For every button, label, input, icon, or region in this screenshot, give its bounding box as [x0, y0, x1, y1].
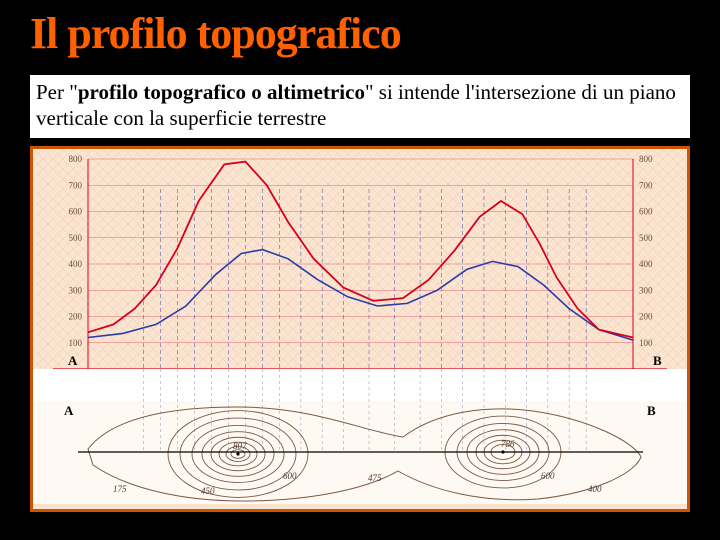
svg-text:175: 175 — [113, 484, 127, 494]
svg-text:786: 786 — [501, 439, 515, 449]
svg-text:200: 200 — [639, 311, 653, 321]
svg-text:450: 450 — [201, 486, 215, 496]
figure-frame: 100 100 200 200 300 300 400 400 500 500 600 600 700 7… — [30, 146, 690, 512]
svg-text:300: 300 — [69, 285, 83, 295]
svg-text:700: 700 — [69, 180, 83, 190]
svg-text:B: B — [647, 403, 656, 418]
svg-text:500: 500 — [639, 232, 653, 242]
svg-text:100: 100 — [69, 337, 83, 347]
svg-text:400: 400 — [69, 259, 83, 269]
svg-text:400: 400 — [639, 259, 653, 269]
svg-text:800: 800 — [639, 154, 653, 164]
svg-text:700: 700 — [639, 180, 653, 190]
svg-text:A: A — [68, 353, 78, 368]
para-pre: Per " — [36, 80, 78, 104]
svg-text:600: 600 — [69, 206, 83, 216]
svg-text:600: 600 — [639, 206, 653, 216]
svg-text:100: 100 — [639, 337, 653, 347]
svg-text:200: 200 — [69, 311, 83, 321]
svg-text:400: 400 — [588, 484, 602, 494]
svg-text:800: 800 — [69, 154, 83, 164]
para-bold-term: profilo topografico o altimetrico — [78, 80, 365, 104]
topographic-profile-figure: 100 100 200 200 300 300 400 400 500 500 600 600 700 7… — [33, 149, 687, 509]
svg-text:500: 500 — [69, 232, 83, 242]
svg-text:300: 300 — [639, 285, 653, 295]
svg-text:B: B — [653, 353, 662, 368]
svg-text:475: 475 — [368, 473, 382, 483]
svg-text:600: 600 — [541, 471, 555, 481]
svg-text:807: 807 — [233, 441, 247, 451]
definition-paragraph: Per "profilo topografico o altimetrico" … — [30, 75, 690, 138]
svg-text:600: 600 — [283, 471, 297, 481]
svg-text:A: A — [64, 403, 74, 418]
page-title: Il profilo topografico — [0, 0, 720, 61]
